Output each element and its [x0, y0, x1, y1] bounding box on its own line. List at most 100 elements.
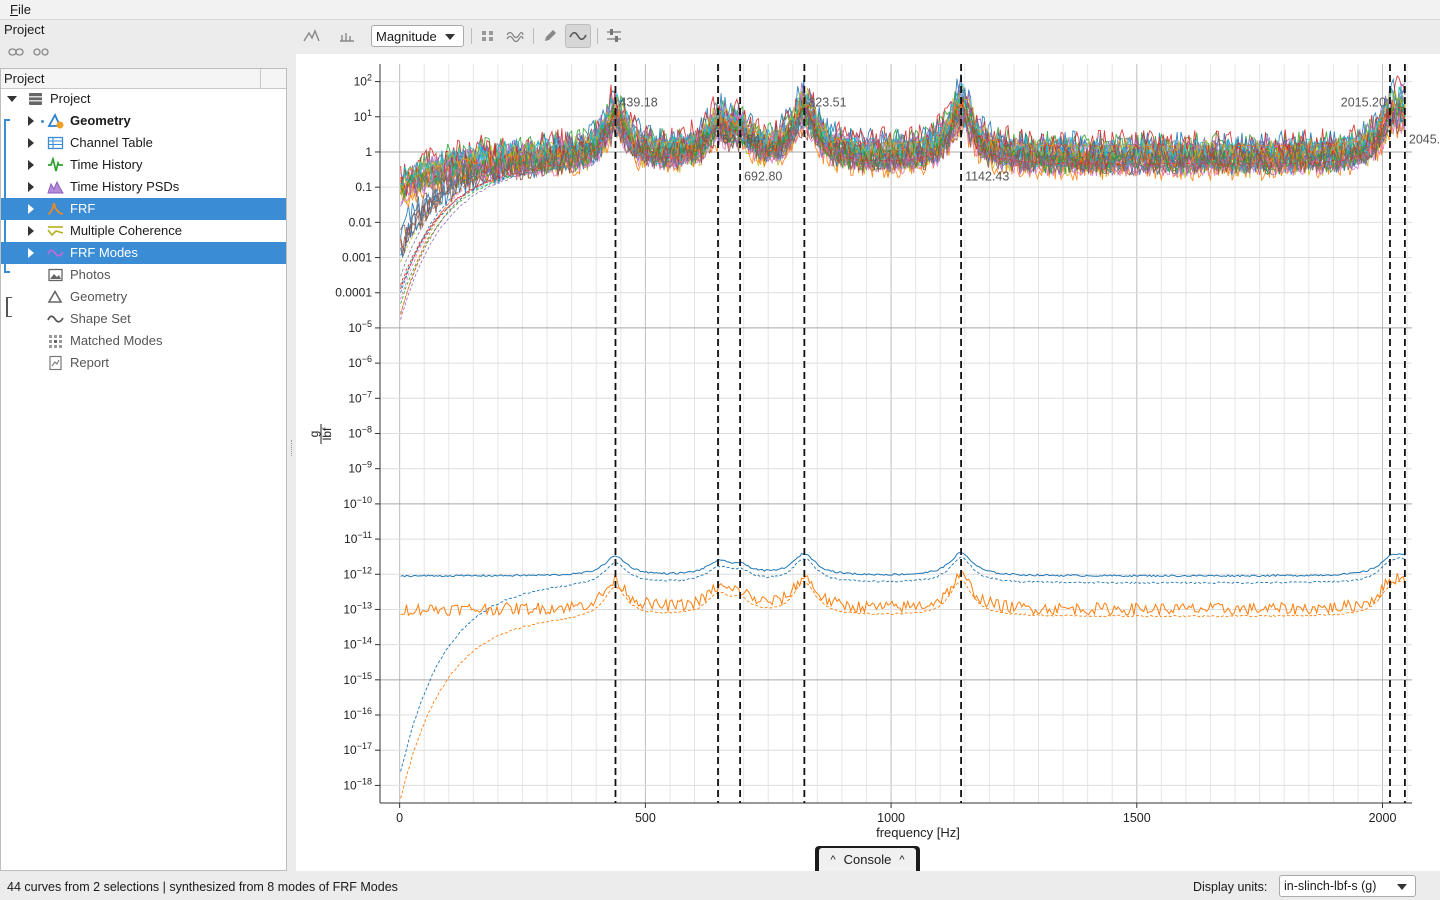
secondary-bracket	[6, 297, 8, 317]
x-tick-label: 500	[635, 811, 656, 825]
project-icon	[27, 91, 44, 107]
series-line	[400, 109, 1406, 253]
multi-wave-icon[interactable]	[505, 26, 525, 46]
time-history-icon	[47, 155, 64, 173]
console-tab[interactable]: ^ Console ^	[815, 846, 920, 871]
peak-pick-icon[interactable]	[302, 26, 322, 46]
expand-right-icon[interactable]	[28, 138, 34, 148]
series-line	[400, 98, 1406, 314]
tree-item-label: Photos	[70, 267, 111, 282]
tree-item-label: Matched Modes	[70, 333, 163, 348]
tree-item-multiple-coherence[interactable]: Multiple Coherence	[1, 220, 286, 242]
expand-right-icon[interactable]	[28, 204, 34, 214]
y-tick-label: 0.001	[342, 251, 372, 265]
y-axis-label-denominator: lbf	[320, 427, 334, 440]
tree-item-geometry[interactable]: Geometry	[1, 286, 286, 308]
status-text: 44 curves from 2 selections | synthesize…	[7, 880, 398, 894]
frf-icon	[47, 201, 64, 217]
coherence-icon	[47, 223, 64, 239]
unlink-icon[interactable]	[31, 44, 51, 60]
mode-marker-label: 439.18	[619, 96, 657, 110]
y-tick-label: 0.0001	[335, 286, 372, 300]
tree-item-label: Channel Table	[70, 135, 153, 150]
chevron-up-icon: ^	[899, 853, 905, 866]
tree-item-time-history-psds[interactable]: Time History PSDs	[1, 176, 286, 198]
x-axis-label: frequency [Hz]	[876, 825, 960, 840]
x-tick-label: 2000	[1369, 811, 1397, 825]
series-line	[400, 74, 1406, 238]
y-tick-label: 10−11	[344, 530, 372, 546]
tree-item-project[interactable]: Project	[1, 88, 286, 110]
x-tick-label: 1500	[1123, 811, 1151, 825]
y-tick-label: 101	[354, 108, 372, 124]
mode-marker-label: 692.80	[744, 170, 782, 184]
y-tick-label: 0.01	[349, 215, 373, 229]
link-icon[interactable]	[6, 44, 26, 60]
bar-chart-icon[interactable]	[337, 26, 357, 46]
geometry-icon	[47, 289, 64, 305]
menu-file[interactable]: File	[10, 2, 31, 17]
chevron-down-icon	[1397, 884, 1407, 890]
series-line	[400, 78, 1406, 194]
series-line	[400, 96, 1406, 277]
project-tree: Project Project Geometry Channel Table Time…	[0, 68, 287, 871]
plot-area[interactable]: 0 500 1000 1500 2000 frequency [Hz] 102 101 1 0.1…	[296, 54, 1440, 871]
tree-item-label: FRF Modes	[70, 245, 138, 260]
selection-bracket-top	[4, 119, 10, 121]
tree-item-report[interactable]: Report	[1, 352, 286, 374]
view-mode-value: Magnitude	[376, 29, 437, 44]
tree-item-label: Geometry	[70, 289, 128, 304]
secondary-bracket-top	[6, 297, 12, 298]
toolbar-separator	[471, 28, 472, 44]
sliders-icon[interactable]	[604, 26, 624, 46]
y-tick-label: 10−5	[348, 319, 372, 335]
expand-right-icon[interactable]	[28, 116, 34, 126]
expand-right-icon[interactable]	[28, 248, 34, 258]
mode-marker-label: 1142.43	[965, 170, 1009, 184]
display-units-select[interactable]: in-slinch-lbf-s (g)	[1279, 875, 1416, 897]
tree-column-header: Project	[1, 69, 286, 89]
tree-item-channel-table[interactable]: Channel Table	[1, 132, 286, 154]
tree-item-shape-set[interactable]: Shape Set	[1, 308, 286, 330]
tree-item-frf[interactable]: FRF	[1, 198, 286, 220]
tree-item-time-history[interactable]: Time History	[1, 154, 286, 176]
tree-item-matched-modes[interactable]: Matched Modes	[1, 330, 286, 352]
matched-modes-icon	[47, 333, 64, 349]
chevron-up-icon: ^	[830, 853, 836, 866]
toolbar-separator	[533, 28, 534, 44]
panel-splitter[interactable]	[291, 440, 294, 456]
wave-icon[interactable]	[565, 24, 591, 48]
y-tick-label: 10−16	[343, 706, 372, 722]
status-bar: 44 curves from 2 selections | synthesize…	[0, 871, 1440, 900]
frf-chart[interactable]: 0 500 1000 1500 2000 frequency [Hz] 102 101 1 0.1…	[296, 54, 1440, 871]
y-tick-label: 10−14	[343, 636, 372, 652]
tree-item-label: FRF	[70, 201, 96, 216]
series-line	[400, 552, 1406, 578]
y-tick-label: 10−18	[343, 776, 372, 792]
expand-down-icon[interactable]	[7, 96, 17, 102]
photos-icon	[47, 267, 64, 283]
tree-item-label: Project	[50, 91, 91, 106]
tree-item-geometry[interactable]: Geometry	[1, 110, 286, 132]
tree-item-frf-modes[interactable]: FRF Modes	[1, 242, 286, 264]
y-tick-label: 1	[365, 145, 372, 159]
expand-right-icon[interactable]	[28, 160, 34, 170]
grid-dots-icon[interactable]	[478, 26, 498, 46]
pencil-icon[interactable]	[540, 26, 560, 46]
expand-right-icon[interactable]	[28, 226, 34, 236]
expand-right-icon[interactable]	[28, 182, 34, 192]
mode-marker-label: 2015.20	[1341, 96, 1386, 110]
modified-dot-icon	[41, 120, 44, 123]
y-tick-label: 10−7	[348, 389, 372, 405]
series-line	[400, 556, 1406, 772]
y-tick-label: 10−10	[343, 495, 372, 511]
tree-item-photos[interactable]: Photos	[1, 264, 286, 286]
y-tick-label: 10−9	[348, 460, 372, 476]
mode-marker-label: 647.84	[722, 133, 760, 147]
y-tick-label: 10−15	[343, 671, 372, 687]
chevron-down-icon	[445, 34, 455, 40]
view-mode-select[interactable]: Magnitude	[371, 25, 464, 47]
menu-bar: File	[0, 0, 1440, 20]
y-tick-label: 10−6	[348, 354, 372, 370]
x-tick-label: 0	[396, 811, 403, 825]
